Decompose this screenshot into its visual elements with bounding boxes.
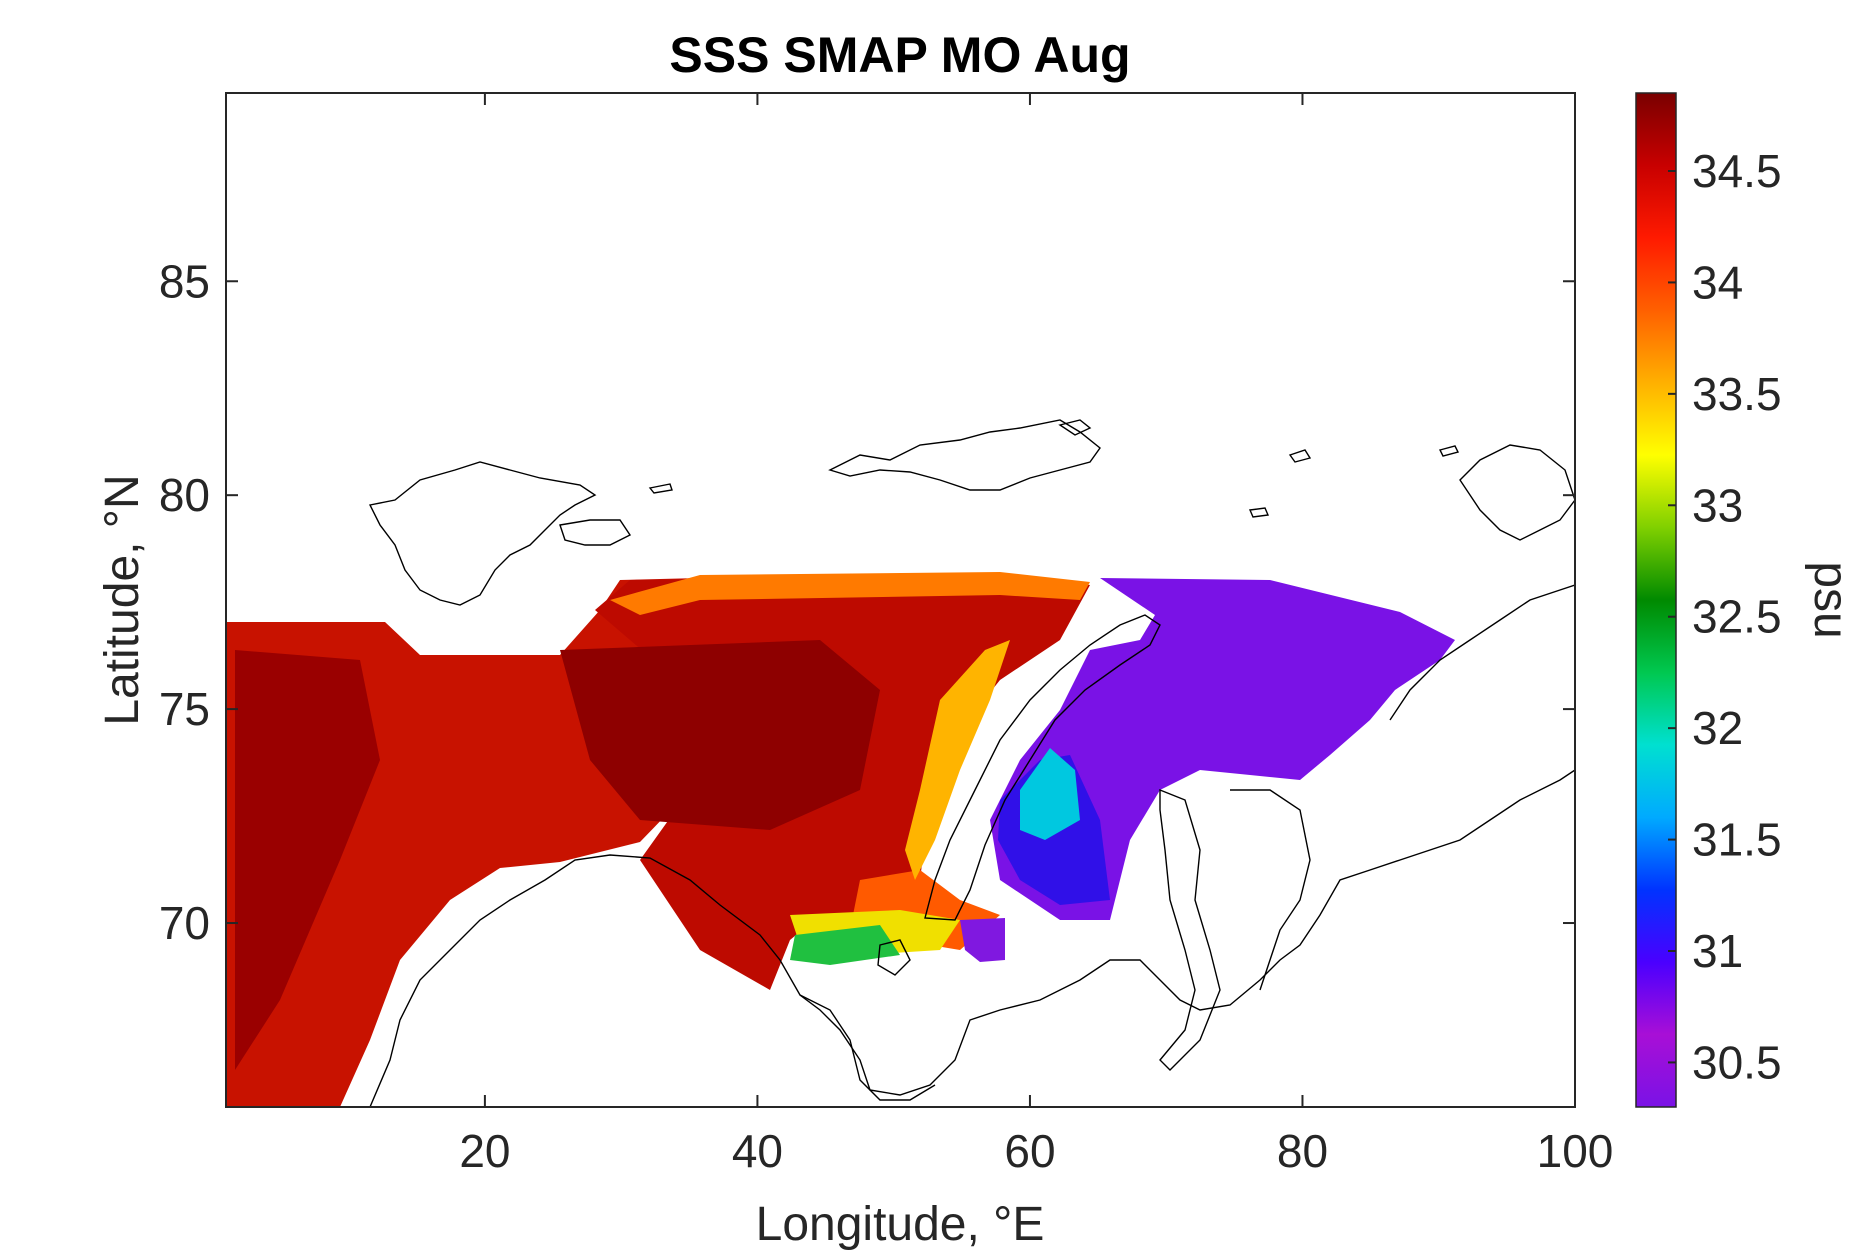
chart-title: SSS SMAP MO Aug xyxy=(669,27,1130,83)
colorbar-axis: 30.5 31 31.5 32 32.5 33 33.5 34 34.5 xyxy=(1668,145,1782,1088)
salinity-region-pechora-cyan xyxy=(1020,748,1080,840)
y-tick-label: 75 xyxy=(159,683,210,735)
colorbar-tick-label: 31.5 xyxy=(1692,814,1782,866)
salinity-region-pechora-south xyxy=(960,918,1005,962)
colorbar-tick-label: 32 xyxy=(1692,702,1743,754)
colorbar-tick-label: 34.5 xyxy=(1692,145,1782,197)
x-axis: 20 40 60 80 100 xyxy=(459,93,1613,1177)
colorbar-tick-label: 30.5 xyxy=(1692,1036,1782,1088)
coastline-kanin-bay xyxy=(877,939,911,976)
coastline-novaya-zemlya xyxy=(924,614,1161,921)
coastline-norway-kola xyxy=(369,769,1575,1107)
y-tick-label: 85 xyxy=(159,255,210,307)
colorbar-tick-label: 31 xyxy=(1692,925,1743,977)
coastline-islet-d xyxy=(648,483,673,494)
plot-frame xyxy=(225,92,1576,1108)
salinity-field xyxy=(226,572,1455,1107)
coastline-islet-c xyxy=(1438,445,1460,457)
salinity-region-barents-core xyxy=(560,640,880,830)
x-axis-label: Longitude, °E xyxy=(756,1198,1045,1250)
coastline-svalbard xyxy=(368,461,597,606)
colorbar-tick-label: 32.5 xyxy=(1692,591,1782,643)
x-tick-label: 20 xyxy=(459,1125,510,1177)
salinity-region-norwegian-core xyxy=(235,650,380,1070)
coastline-fjl-islet xyxy=(1058,419,1092,436)
y-tick-label: 80 xyxy=(159,469,210,521)
x-tick-label: 60 xyxy=(1004,1125,1055,1177)
coastline-franz-josef-land xyxy=(828,419,1101,491)
y-axis-label: Latitude, °N xyxy=(96,474,149,725)
x-tick-label: 80 xyxy=(1277,1125,1328,1177)
colorbar-tick-label: 33.5 xyxy=(1692,368,1782,420)
salinity-front-northern xyxy=(610,572,1090,615)
colorbar-tick-label: 34 xyxy=(1692,256,1743,308)
coastline-islet-a xyxy=(1288,449,1312,463)
colorbar xyxy=(1635,92,1677,1108)
coastline-taymyr xyxy=(1389,584,1575,721)
x-tick-label: 40 xyxy=(732,1125,783,1177)
coastline-white-sea xyxy=(799,994,936,1101)
x-tick-label: 100 xyxy=(1537,1125,1614,1177)
salinity-front-green xyxy=(790,925,900,965)
y-axis: 70 75 80 85 xyxy=(159,255,1575,949)
salinity-region-kara-sea xyxy=(990,578,1455,920)
coastline-yamal xyxy=(1159,788,1221,1071)
coastline-svalbard-east xyxy=(559,519,632,546)
colorbar-tick-label: 33 xyxy=(1692,479,1743,531)
coastline-islet-b xyxy=(1248,507,1270,518)
y-tick-label: 70 xyxy=(159,897,210,949)
coastline-gydan xyxy=(1230,789,1311,991)
salinity-front-novaya-west xyxy=(905,640,1010,880)
coastlines xyxy=(368,419,1575,1107)
coastline-severnaya-zemlya xyxy=(1459,444,1575,541)
colorbar-label: psu xyxy=(1804,561,1857,638)
